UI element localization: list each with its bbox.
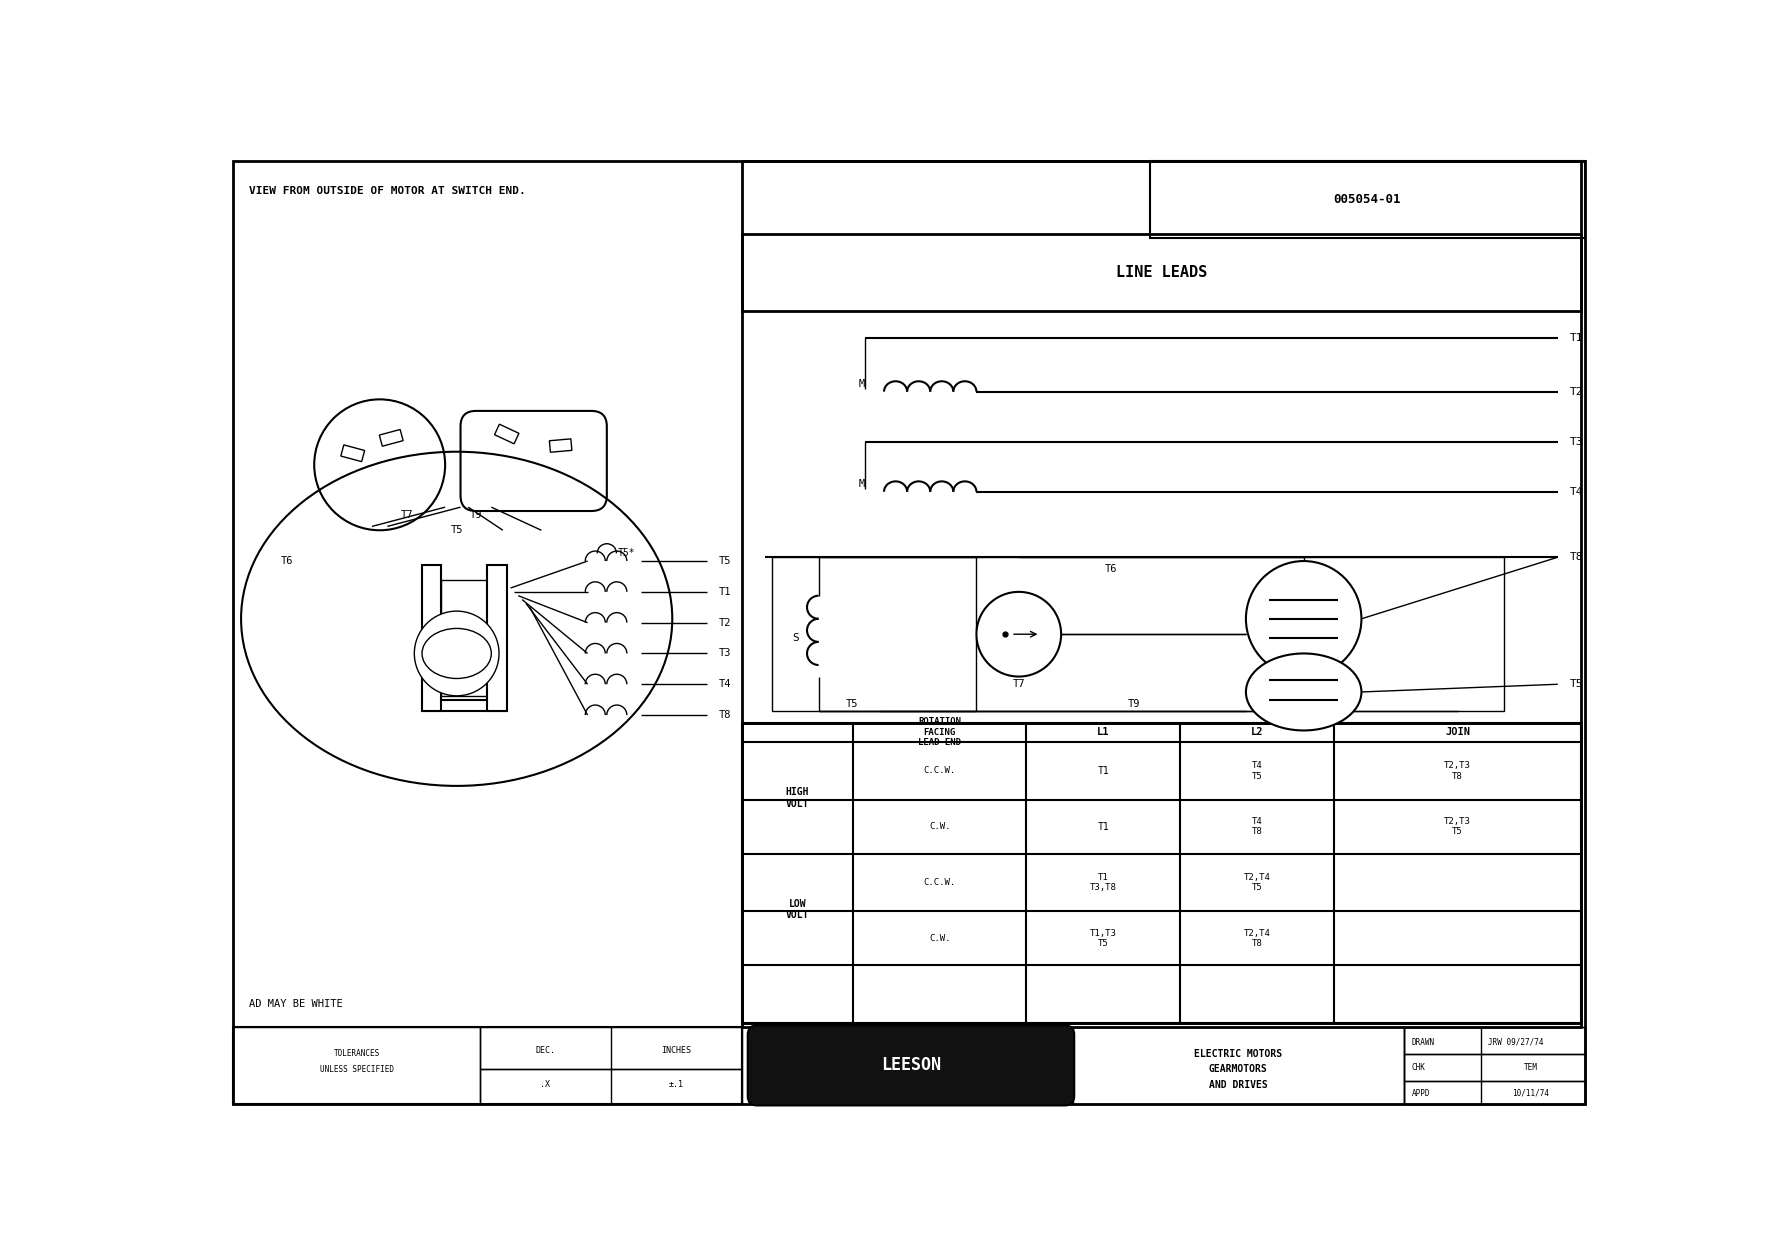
Text: T7: T7 <box>1012 679 1025 689</box>
Text: T5: T5 <box>719 556 731 566</box>
Text: T2,T3
T8: T2,T3 T8 <box>1444 761 1471 781</box>
Text: T2,T4
T8: T2,T4 T8 <box>1244 929 1271 948</box>
Bar <box>441 581 487 696</box>
Bar <box>772 557 1504 711</box>
Text: T6: T6 <box>281 556 294 566</box>
Ellipse shape <box>1246 653 1361 731</box>
Text: T9: T9 <box>469 510 481 520</box>
Text: T2: T2 <box>1570 387 1582 397</box>
Text: T3: T3 <box>1570 437 1582 447</box>
Bar <box>1404 1027 1584 1104</box>
Bar <box>234 1027 742 1104</box>
Text: ±.1: ±.1 <box>669 1080 683 1089</box>
Bar <box>742 161 1581 1027</box>
Text: C.C.W.: C.C.W. <box>924 878 956 887</box>
Text: T1: T1 <box>1097 822 1110 832</box>
Text: C.W.: C.W. <box>929 934 950 943</box>
Text: T9: T9 <box>1127 698 1140 708</box>
Text: T8: T8 <box>719 711 731 721</box>
Bar <box>480 1069 742 1104</box>
Bar <box>487 565 506 711</box>
Text: LINE LEADS: LINE LEADS <box>1115 265 1207 280</box>
Text: T4
T5: T4 T5 <box>1251 761 1262 781</box>
Text: HIGH
VOLT: HIGH VOLT <box>786 787 809 808</box>
Text: INCHES: INCHES <box>662 1045 690 1054</box>
Text: T7: T7 <box>400 510 412 520</box>
Text: APPD: APPD <box>1411 1089 1430 1098</box>
Text: T4
T8: T4 T8 <box>1251 817 1262 837</box>
Text: JRW 09/27/74: JRW 09/27/74 <box>1489 1038 1543 1047</box>
Text: VIEW FROM OUTSIDE OF MOTOR AT SWITCH END.: VIEW FROM OUTSIDE OF MOTOR AT SWITCH END… <box>250 186 526 196</box>
Bar <box>1404 1080 1584 1104</box>
Text: T2: T2 <box>719 618 731 628</box>
Polygon shape <box>342 445 365 462</box>
Text: TEM: TEM <box>1524 1063 1538 1072</box>
Circle shape <box>1246 561 1361 677</box>
Bar <box>421 565 441 711</box>
Text: ELECTRIC MOTORS: ELECTRIC MOTORS <box>1195 1049 1281 1059</box>
Text: T1: T1 <box>1097 766 1110 776</box>
Bar <box>480 1027 742 1069</box>
Text: T2,T4
T5: T2,T4 T5 <box>1244 873 1271 892</box>
Bar <box>1404 1054 1584 1080</box>
Text: T4: T4 <box>719 679 731 689</box>
Circle shape <box>414 611 499 696</box>
Text: T5: T5 <box>450 526 464 536</box>
Text: M: M <box>858 378 866 388</box>
Text: T1: T1 <box>1570 332 1582 342</box>
Text: C.C.W.: C.C.W. <box>924 767 956 776</box>
Text: S: S <box>793 633 800 643</box>
Polygon shape <box>379 430 404 446</box>
Text: GEARMOTORS: GEARMOTORS <box>1209 1064 1267 1074</box>
Bar <box>742 723 1581 1023</box>
Text: LOW
VOLT: LOW VOLT <box>786 899 809 921</box>
Circle shape <box>977 592 1062 677</box>
Text: M: M <box>858 480 866 490</box>
Text: CHK: CHK <box>1411 1063 1425 1072</box>
Text: T1,T3
T5: T1,T3 T5 <box>1090 929 1117 948</box>
Polygon shape <box>549 438 572 452</box>
Text: AD MAY BE WHITE: AD MAY BE WHITE <box>250 999 343 1009</box>
Text: ROTATION
FACING
LEAD END: ROTATION FACING LEAD END <box>919 717 961 747</box>
Text: T5: T5 <box>846 698 858 708</box>
Text: C.W.: C.W. <box>929 822 950 832</box>
Text: DEC.: DEC. <box>535 1045 556 1054</box>
Text: T6: T6 <box>1104 563 1117 573</box>
Text: T1
T3,T8: T1 T3,T8 <box>1090 873 1117 892</box>
Bar <box>1404 1027 1584 1054</box>
Text: T4: T4 <box>1570 487 1582 497</box>
Bar <box>234 1027 480 1104</box>
Text: T3: T3 <box>719 648 731 658</box>
Text: 10/11/74: 10/11/74 <box>1512 1089 1549 1098</box>
Text: L1: L1 <box>1097 727 1110 737</box>
Text: TOLERANCES: TOLERANCES <box>333 1049 381 1058</box>
Text: JOIN: JOIN <box>1444 727 1471 737</box>
FancyBboxPatch shape <box>747 1025 1074 1105</box>
Text: T8: T8 <box>1570 552 1582 562</box>
Text: L2: L2 <box>1251 727 1264 737</box>
Polygon shape <box>494 425 519 443</box>
Bar <box>1073 1027 1404 1104</box>
Text: .X: .X <box>540 1080 550 1089</box>
Text: DRAWN: DRAWN <box>1411 1038 1435 1047</box>
Text: T5*: T5* <box>618 548 635 558</box>
Text: AND DRIVES: AND DRIVES <box>1209 1079 1267 1089</box>
Text: LEESON: LEESON <box>881 1057 942 1074</box>
Text: T5: T5 <box>1570 679 1582 689</box>
Text: T2,T3
T5: T2,T3 T5 <box>1444 817 1471 837</box>
Bar <box>742 234 1581 311</box>
Text: 005054-01: 005054-01 <box>1333 192 1400 206</box>
Text: T1: T1 <box>719 587 731 597</box>
Text: UNLESS SPECIFIED: UNLESS SPECIFIED <box>320 1064 393 1074</box>
Bar <box>1150 161 1584 237</box>
